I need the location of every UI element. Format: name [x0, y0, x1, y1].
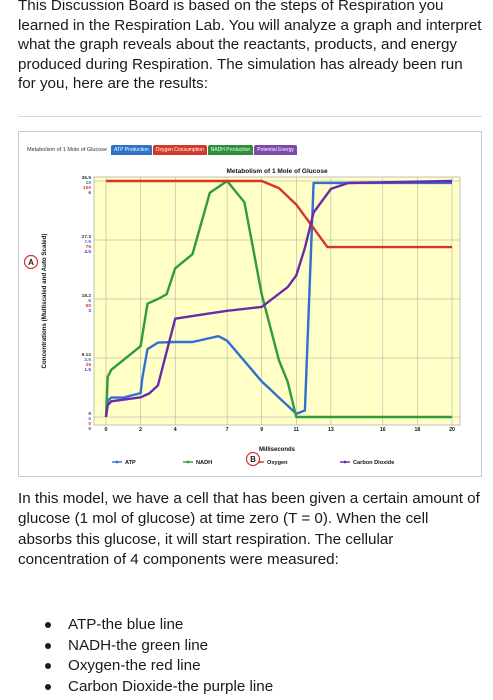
x-tick-label: 2	[139, 427, 142, 433]
legend-label: NADH	[196, 460, 212, 466]
series-line-atp	[104, 181, 452, 418]
tab-oxygen-consumption[interactable]: Oxygen Consumption	[152, 145, 207, 155]
marker-b: B	[245, 451, 261, 467]
series-line-co2	[104, 179, 453, 418]
y-tick-label: 10	[86, 180, 92, 186]
x-tick-label: 13	[328, 427, 334, 433]
marker-b-label: B	[250, 455, 256, 464]
y-tick-label: 3	[88, 308, 91, 314]
list-item-oxygen: Oxygen-the red line	[38, 656, 273, 677]
divider	[18, 116, 482, 117]
tab-nadh-production[interactable]: NADH Production	[207, 145, 254, 155]
series-line-oxygen	[106, 179, 452, 249]
y-tick-label: 0	[88, 411, 91, 417]
y-tick-label: 6	[88, 190, 91, 196]
legend-label: Oxygen	[267, 460, 288, 466]
legend-label: ATP	[125, 460, 136, 466]
x-tick-label: 0	[105, 427, 108, 433]
y-tick-label: 25	[86, 362, 92, 368]
component-list: ATP-the blue line NADH-the green line Ox…	[38, 615, 273, 697]
series-lines	[104, 179, 453, 419]
x-tick-label: 16	[380, 427, 386, 433]
y-tick-label: 100	[83, 185, 91, 191]
metabolism-chart: Metabolism of 1 Mole of Glucose Millisec…	[23, 168, 461, 467]
list-item-nadh: NADH-the green line	[38, 636, 273, 657]
y-tick-label: 27.3	[82, 234, 92, 240]
y-tick-label: 36.5	[82, 175, 92, 181]
y-tick-label: 1.5	[84, 367, 91, 373]
x-tick-label: 20	[449, 427, 455, 433]
series-line-nadh	[104, 179, 452, 419]
y-tick-label: 7.5	[84, 239, 91, 245]
legend-label: Carbon Dioxide	[353, 460, 394, 466]
x-tick-label: 7	[226, 427, 229, 433]
legend-marker-co2	[343, 460, 347, 464]
x-tick-label: 9	[260, 427, 263, 433]
y-tick-label: 2.5	[84, 357, 91, 363]
plot-area	[93, 176, 461, 426]
y-tick-label: 5	[88, 298, 91, 304]
y-tick-label: 18.2	[82, 293, 92, 299]
list-item-atp: ATP-the blue line	[38, 615, 273, 636]
x-tick-label: 11	[294, 427, 300, 433]
y-tick-label: 9.12	[82, 352, 92, 358]
x-axis-label: Milliseconds	[259, 447, 296, 453]
y-tick-label: 75	[86, 244, 92, 250]
legend-item-co2: Carbon Dioxide	[340, 460, 394, 466]
x-tick-labels: 0 2 4 7 9 11 13 16 18 20	[105, 427, 455, 433]
figure-window-title: Metabolism of 1 Mole of Glucose	[27, 147, 108, 153]
y-tick-label: 0	[88, 416, 91, 422]
legend-marker-atp	[115, 460, 119, 464]
body-paragraph: In this model, we have a cell that has b…	[18, 490, 480, 569]
chart-title: Metabolism of 1 Mole of Glucose	[226, 168, 328, 175]
y-tick-label: 0	[88, 426, 91, 432]
y-tick-label: 4.5	[84, 249, 91, 255]
list-item-co2: Carbon Dioxide-the purple line	[38, 677, 273, 698]
y-tick-label: 0	[88, 421, 91, 427]
x-tick-label: 4	[174, 427, 177, 433]
x-tick-label: 18	[415, 427, 421, 433]
tab-potential-energy[interactable]: Potential Energy	[254, 145, 297, 155]
figure-tab-bar: Metabolism of 1 Mole of Glucose ATP Prod…	[27, 145, 298, 155]
intro-paragraph: This Discussion Board is based on the st…	[18, 0, 482, 93]
marker-a-label: A	[28, 258, 34, 267]
tab-atp-production[interactable]: ATP Production	[111, 145, 152, 155]
legend-marker-nadh	[186, 460, 190, 464]
legend-item-atp: ATP	[112, 460, 136, 466]
marker-a: A	[23, 254, 39, 270]
legend-item-nadh: NADH	[183, 460, 212, 466]
y-tick-label: 50	[86, 303, 92, 309]
y-axis-label: Concentrations (Multiscaled and Auto Sca…	[41, 234, 48, 369]
